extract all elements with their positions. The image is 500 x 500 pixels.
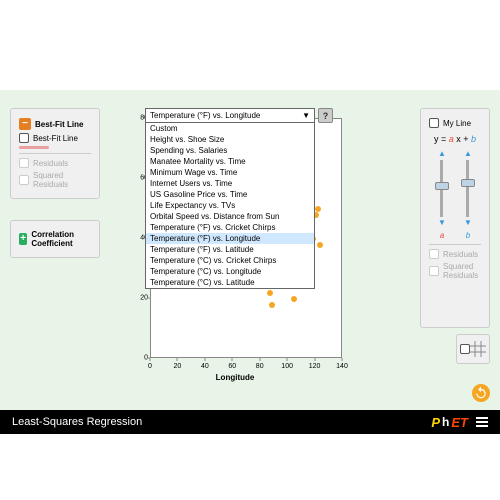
dropdown-option[interactable]: Temperature (°F) vs. Cricket Chirps: [146, 222, 314, 233]
sq-residuals-checkbox[interactable]: [19, 175, 29, 185]
dropdown-option[interactable]: US Gasoline Price vs. Time: [146, 189, 314, 200]
dropdown-option[interactable]: Minimum Wage vs. Time: [146, 167, 314, 178]
best-fit-line-checkbox[interactable]: [19, 133, 29, 143]
dropdown-option[interactable]: Temperature (°C) vs. Longitude: [146, 266, 314, 277]
correlation-title: Correlation Coefficient: [31, 230, 91, 248]
grid-checkbox[interactable]: [460, 344, 470, 354]
app-title: Least-Squares Regression: [12, 416, 142, 428]
x-tick-label: 20: [174, 363, 182, 370]
myline-residuals-label: Residuals: [443, 250, 478, 259]
dropdown-list: CustomHeight vs. Shoe SizeSpending vs. S…: [146, 122, 314, 288]
slider-a-label: a: [440, 231, 444, 240]
arrow-up-icon[interactable]: ▲: [464, 150, 472, 158]
footer-bar: Least-Squares Regression PhET: [0, 410, 500, 434]
dropdown-option[interactable]: Temperature (°F) vs. Latitude: [146, 244, 314, 255]
panel-best-fit: − Best-Fit Line Best-Fit Line Residuals …: [10, 108, 100, 199]
panel-grid-toggle: [456, 334, 490, 364]
x-tick-label: 80: [256, 363, 264, 370]
dropdown-option[interactable]: Life Expectancy vs. TVs: [146, 200, 314, 211]
dropdown-option[interactable]: Orbital Speed vs. Distance from Sun: [146, 211, 314, 222]
dropdown-option[interactable]: Manatee Mortality vs. Time: [146, 156, 314, 167]
dataset-dropdown[interactable]: Temperature (°F) vs. Longitude ▼ CustomH…: [145, 108, 315, 289]
best-fit-title: Best-Fit Line: [35, 120, 83, 129]
dropdown-option[interactable]: Internet Users vs. Time: [146, 178, 314, 189]
dropdown-option[interactable]: Spending vs. Salaries: [146, 145, 314, 156]
equation: y = a x + b: [429, 134, 481, 144]
myline-sq-residuals-checkbox[interactable]: [429, 266, 439, 276]
dropdown-option[interactable]: Custom: [146, 123, 314, 134]
sq-residuals-label: Squared Residuals: [33, 171, 91, 189]
myline-residuals-checkbox[interactable]: [429, 249, 439, 259]
x-tick-label: 60: [228, 363, 236, 370]
arrow-down-icon[interactable]: ▼: [464, 219, 472, 227]
data-point[interactable]: [291, 296, 297, 302]
x-tick-label: 100: [281, 363, 293, 370]
reset-button[interactable]: [472, 384, 490, 402]
x-tick-label: 140: [336, 363, 348, 370]
x-axis-label: Longitude: [216, 373, 255, 382]
dropdown-option[interactable]: Temperature (°F) vs. Longitude: [146, 233, 314, 244]
collapse-icon[interactable]: −: [19, 118, 31, 130]
slider-a[interactable]: [440, 160, 443, 217]
y-tick-label: 20: [134, 295, 148, 302]
x-tick-label: 0: [148, 363, 152, 370]
slider-b-thumb[interactable]: [461, 179, 475, 187]
my-line-checkbox[interactable]: [429, 118, 439, 128]
help-button[interactable]: ?: [318, 108, 333, 123]
x-tick-label: 40: [201, 363, 209, 370]
expand-icon[interactable]: +: [19, 233, 27, 245]
my-line-title: My Line: [443, 119, 471, 128]
residuals-label: Residuals: [33, 159, 68, 168]
arrow-down-icon[interactable]: ▼: [438, 219, 446, 227]
dropdown-selected: Temperature (°F) vs. Longitude: [150, 111, 260, 120]
best-fit-line-label: Best-Fit Line: [33, 134, 78, 143]
x-tick-label: 120: [309, 363, 321, 370]
arrow-up-icon[interactable]: ▲: [438, 150, 446, 158]
slider-b[interactable]: [466, 160, 469, 217]
grid-icon: [470, 341, 486, 357]
dropdown-option[interactable]: Temperature (°C) vs. Latitude: [146, 277, 314, 288]
myline-sq-residuals-label: Squared Residuals: [443, 262, 481, 280]
data-point[interactable]: [269, 302, 275, 308]
menu-icon[interactable]: [476, 417, 488, 427]
dropdown-option[interactable]: Height vs. Shoe Size: [146, 134, 314, 145]
chevron-down-icon: ▼: [302, 111, 310, 120]
line-preview: [19, 146, 49, 149]
data-point[interactable]: [267, 290, 273, 296]
reset-icon: [474, 386, 488, 400]
panel-my-line: My Line y = a x + b ▲ ▼ a ▲ ▼ b: [420, 108, 490, 328]
slider-a-thumb[interactable]: [435, 182, 449, 190]
y-tick-label: 0: [134, 355, 148, 362]
panel-correlation: + Correlation Coefficient: [10, 220, 100, 258]
residuals-checkbox[interactable]: [19, 158, 29, 168]
slider-b-label: b: [466, 231, 470, 240]
simulation-area: − Best-Fit Line Best-Fit Line Residuals …: [0, 90, 500, 410]
dropdown-option[interactable]: Temperature (°C) vs. Cricket Chirps: [146, 255, 314, 266]
phet-logo[interactable]: PhET: [431, 415, 488, 430]
